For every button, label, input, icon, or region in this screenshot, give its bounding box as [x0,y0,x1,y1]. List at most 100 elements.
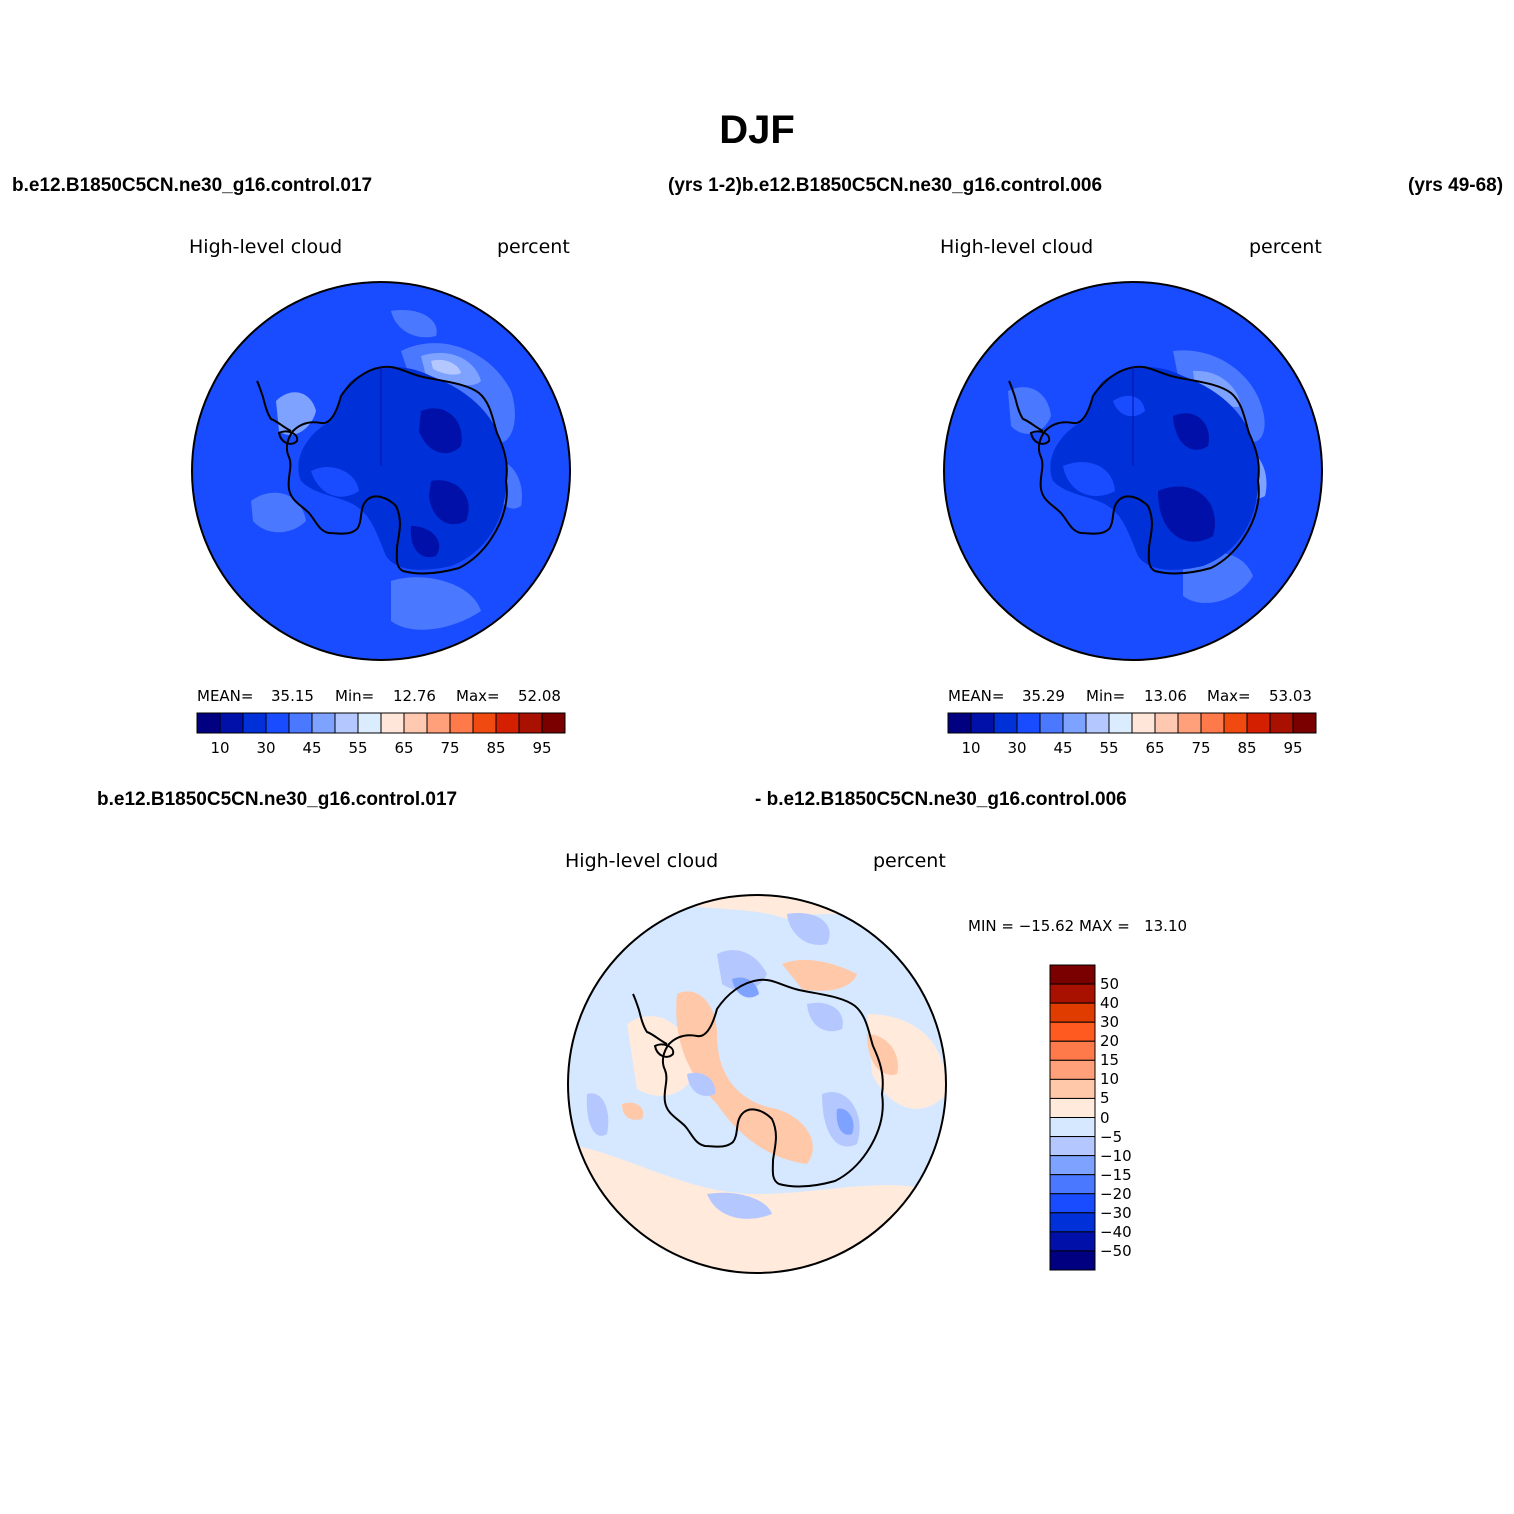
panel3-colorbar-tick-label: 10 [1100,1070,1120,1089]
panel1-variable-label: High-level cloud [189,236,343,258]
panel1-colorbar-box [541,712,566,734]
panel1-units-label: percent [497,236,570,258]
panel2-colorbar-tick-label: 10 [961,739,981,757]
panel3-coastline [653,1043,675,1058]
panel3-positive-patch [867,1014,946,1109]
panel2-mean-value: 35.29 [1022,687,1065,705]
panel2-colorbar-tick-label: 75 [1191,739,1211,757]
panel3-colorbar-box [1049,1078,1096,1099]
panel3-colorbar-box [1049,1155,1096,1176]
panel1-interior-patch [429,480,469,525]
panel3-colorbar-tick-label: 40 [1100,994,1120,1013]
panel2-min-label: Min= [1086,687,1126,705]
figure-title: DJF [719,108,795,152]
panel2-colorbar-box [1223,712,1248,734]
panel2-colorbar-box [970,712,995,734]
panel1-contour-patch [391,310,437,338]
panel1-colorbar [196,712,566,734]
panel1-colorbar-box [196,712,221,734]
panel2-colorbar-tick-label: 55 [1099,739,1119,757]
panel1-interior-patch [410,526,440,558]
panel3-coastline [661,978,884,1188]
panel2-map-border [943,281,1323,661]
panel3-colorbar-tick-label: 30 [1100,1013,1120,1032]
panel1-colorbar-tick-label: 30 [256,739,276,757]
panel2-colorbar-tick-label: 65 [1145,739,1165,757]
panel3-colorbar-tick-label: −50 [1100,1241,1132,1260]
panel3-colorbar-box [1049,1097,1096,1118]
panel3-colorbar-tick-label: 0 [1100,1108,1110,1127]
panel2-interior-patch [1173,413,1209,450]
panel2-colorbar-box [1085,712,1110,734]
panel2-units-label: percent [1249,236,1322,258]
panel2-colorbar-box [1292,712,1317,734]
panel3-variable-label: High-level cloud [565,850,719,872]
panel3-negative-patch [687,1072,716,1096]
panel1-colorbar-box [472,712,497,734]
panel1-interior-patch [419,408,462,454]
panel2-interior-patch [1113,395,1145,417]
panel1-min-value: 12.76 [393,687,436,705]
panel3-colorbar-box [1049,1021,1096,1042]
panel1-colorbar-tick-label: 65 [394,739,414,757]
panel2-variable-label: High-level cloud [940,236,1094,258]
panel3-colorbar-box [1049,1040,1096,1061]
panel1-colorbar-box [242,712,267,734]
panel2-colorbar-box [993,712,1018,734]
panel1-coastline [256,380,292,432]
panel2-coastline [1008,380,1044,432]
panel1-interior-patch [311,467,359,497]
panel1-colorbar-box [426,712,451,734]
panel2-colorbar-tick-label: 45 [1053,739,1073,757]
panel1-colorbar-tick-label: 95 [532,739,552,757]
panel3-map-border [567,894,947,1274]
panel2-colorbar-box [1177,712,1202,734]
panel1-colorbar-box [495,712,520,734]
panel3-negative-patch [586,1093,609,1136]
panel1-colorbar-box [265,712,290,734]
panel3-colorbar-tick-label: −5 [1100,1127,1123,1146]
panel2-colorbar-box [947,712,972,734]
panel1-colorbar-box [518,712,543,734]
panel1-polar-map [191,281,571,661]
panel1-contour-patch [251,492,306,533]
panel2-colorbar-box [1269,712,1294,734]
panel3-negative-patch [836,1108,854,1135]
panel3-colorbar-box [1049,1250,1096,1271]
panel1-colorbar-box [311,712,336,734]
panel3-colorbar-tick-label: −40 [1100,1222,1132,1241]
panel3-colorbar-box [1049,1231,1096,1252]
panel2-min-value: 13.06 [1144,687,1187,705]
panel1-mean-label: MEAN= [197,687,254,705]
panel1-colorbar-tick-label: 45 [302,739,322,757]
case-name-diff-left: b.e12.B1850C5CN.ne30_g16.control.017 [97,789,458,810]
case-name-top-right: (yrs 49-68) [1408,175,1504,196]
panel2-coastline [1037,365,1260,575]
panel2-max-label: Max= [1207,687,1251,705]
panel1-colorbar-tick-label: 55 [348,739,368,757]
panel2-colorbar-box [1200,712,1225,734]
panel1-colorbar-tick-label: 75 [440,739,460,757]
panel3-negative-patch [807,1002,843,1032]
panel1-max-label: Max= [456,687,500,705]
panel1-colorbar-tick-label: 85 [486,739,506,757]
panel3-polar-map [567,894,947,1274]
panel1-mean-value: 35.15 [271,687,314,705]
panel2-interior-patch [1063,462,1115,497]
panel2-coastline [1029,430,1051,445]
panel2-colorbar-box [1131,712,1156,734]
panel3-negative-patch [732,977,759,998]
panel1-contour-patch [431,359,461,375]
panel2-max-value: 53.03 [1269,687,1312,705]
panel3-colorbar-box [1049,1212,1096,1233]
case-name-top-left: b.e12.B1850C5CN.ne30_g16.control.017 [12,175,373,196]
panel3-colorbar-box [1049,1136,1096,1157]
panel3-positive-patch [622,1102,644,1120]
panel2-colorbar-ticks: 10 30 45 55 65 75 85 95 [948,739,1316,759]
case-name-top-middle: (yrs 1-2)b.e12.B1850C5CN.ne30_g16.contro… [668,175,1103,196]
panel3-colorbar-box [1049,1193,1096,1214]
panel3-colorbar-tick-label: 5 [1100,1089,1110,1108]
panel2-colorbar-tick-label: 30 [1007,739,1027,757]
panel3-colorbar-ticks: 50 40 30 20 15 10 5 0 −5 −10 −15 −20 −30 −40 −50 [1100,965,1160,1270]
panel1-max-value: 52.08 [518,687,561,705]
